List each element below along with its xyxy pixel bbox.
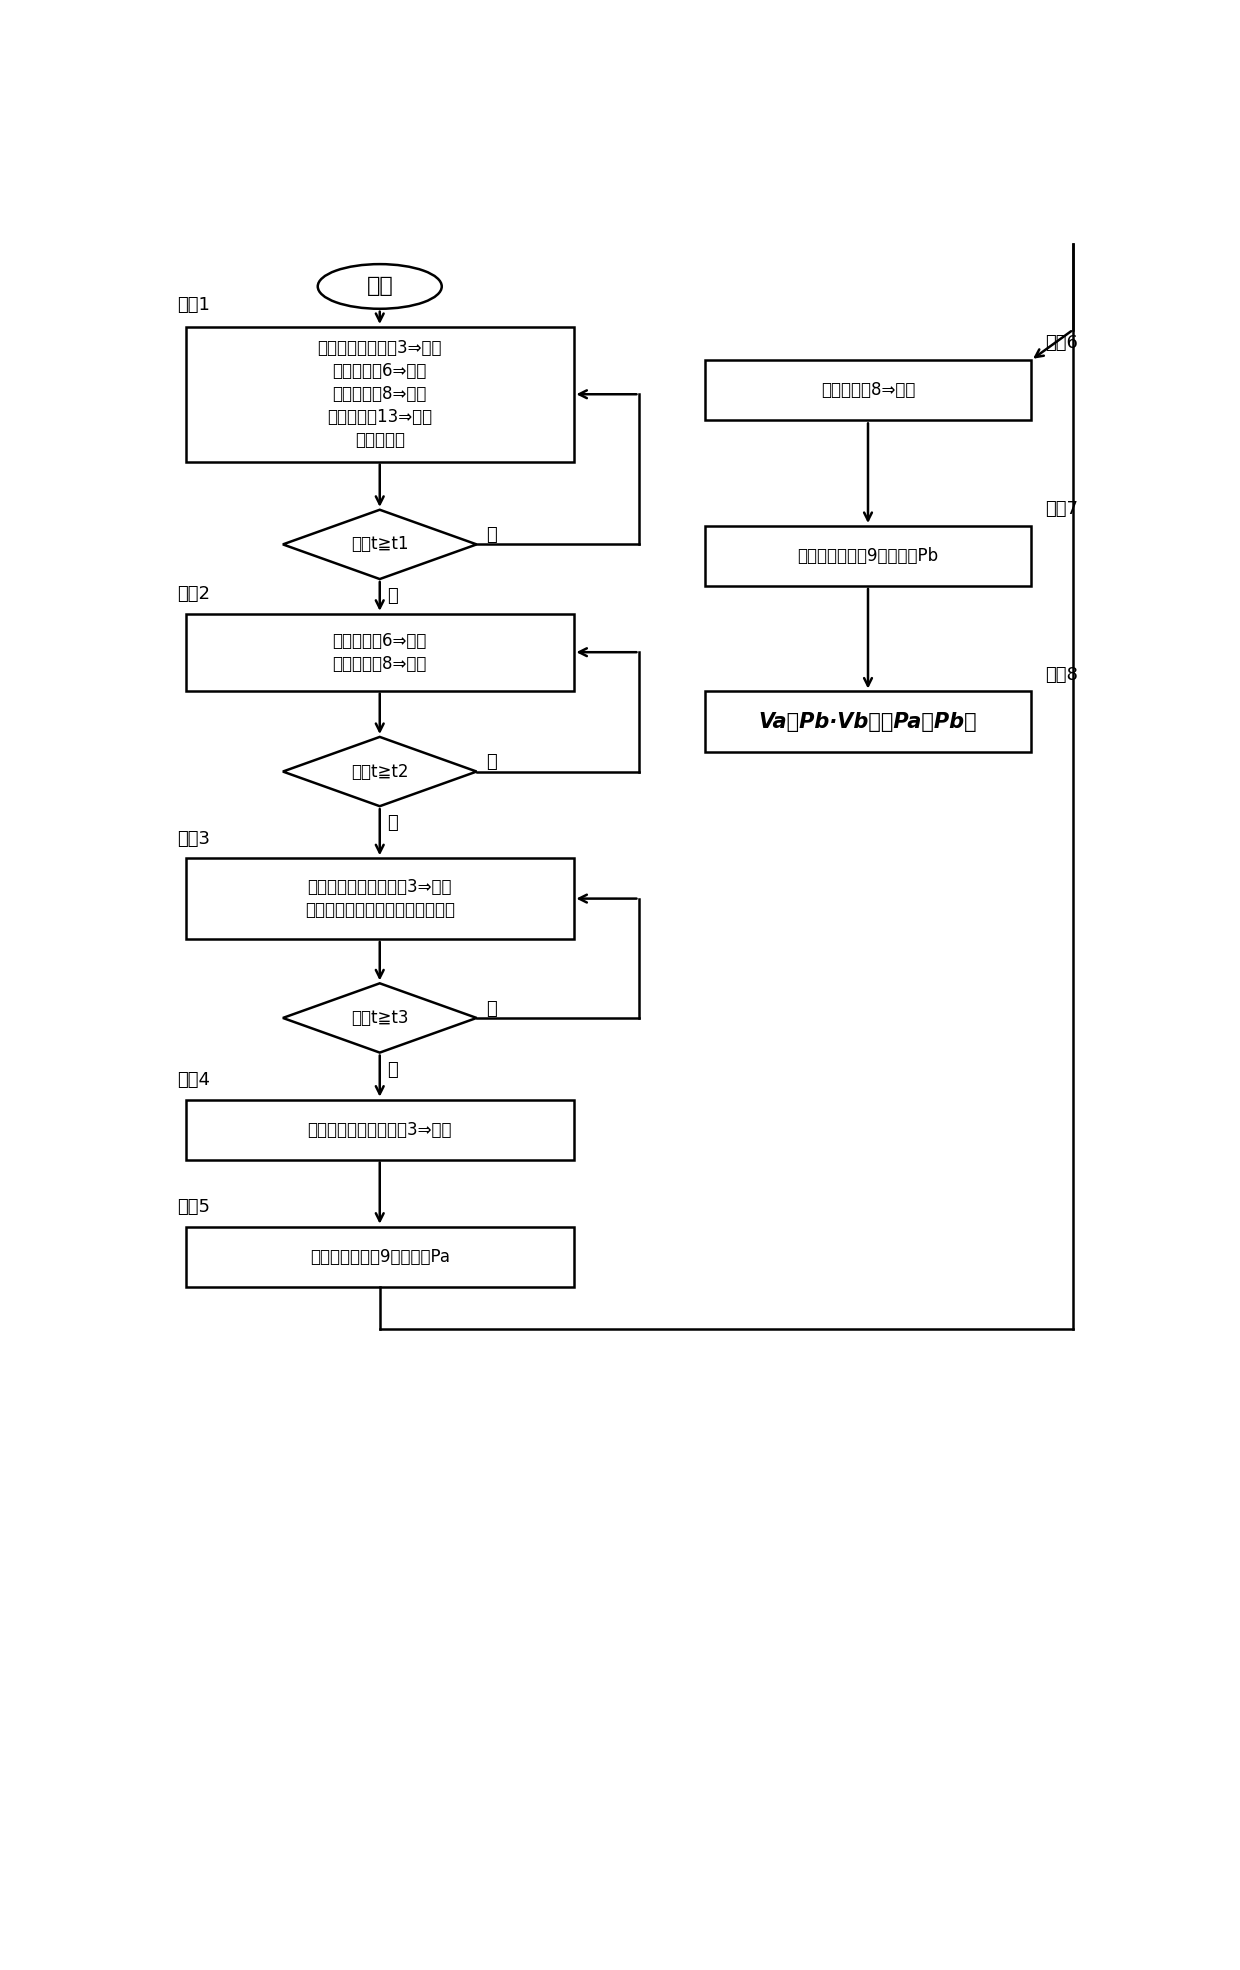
- Text: 是: 是: [387, 1060, 398, 1078]
- Bar: [706, 361, 1030, 420]
- Text: 第四隔断阀13⇒打开: 第四隔断阀13⇒打开: [327, 408, 433, 426]
- Text: 以设定流量从流量控制器流通气体: 以设定流量从流量控制器流通气体: [305, 900, 455, 920]
- Text: 步骤5: 步骤5: [176, 1198, 210, 1215]
- Text: 否: 否: [486, 526, 497, 544]
- Polygon shape: [283, 510, 476, 579]
- Polygon shape: [283, 737, 476, 806]
- Text: 步骤7: 步骤7: [1044, 500, 1078, 518]
- Text: 否: 否: [486, 753, 497, 772]
- Text: 步骤6: 步骤6: [1044, 335, 1078, 353]
- Bar: [706, 526, 1030, 585]
- Text: 步骤8: 步骤8: [1044, 666, 1078, 684]
- Text: 否: 否: [486, 999, 497, 1018]
- Text: 第三隔断阀8⇒关闭: 第三隔断阀8⇒关闭: [332, 654, 427, 672]
- Text: 第二隔断阀6⇒关闭: 第二隔断阀6⇒关闭: [332, 632, 427, 650]
- Text: 通过压力检测器9检测压力Pb: 通过压力检测器9检测压力Pb: [797, 548, 939, 565]
- Text: 步骤2: 步骤2: [176, 585, 210, 603]
- Text: 时间t≧t3: 时间t≧t3: [351, 1009, 408, 1026]
- Text: 所有的第一隔断阀3⇒关闭: 所有的第一隔断阀3⇒关闭: [317, 339, 441, 357]
- Text: 通过压力检测器9检测压力Pa: 通过压力检测器9检测压力Pa: [310, 1247, 450, 1265]
- Text: 步骤1: 步骤1: [176, 296, 210, 315]
- Bar: [186, 1099, 573, 1160]
- Bar: [706, 691, 1030, 751]
- Text: 时间t≧t1: 时间t≧t1: [351, 536, 408, 554]
- Text: Va＝Pb·Vb／（Pa－Pb）: Va＝Pb·Vb／（Pa－Pb）: [759, 711, 977, 731]
- Text: 步骤3: 步骤3: [176, 829, 210, 847]
- Bar: [186, 859, 573, 940]
- Polygon shape: [283, 983, 476, 1052]
- Bar: [186, 1227, 573, 1286]
- Text: 是: 是: [387, 814, 398, 831]
- Text: 是: 是: [387, 587, 398, 605]
- Text: 时间t≧t2: 时间t≧t2: [351, 762, 408, 780]
- Text: 第二隔断阀6⇒打开: 第二隔断阀6⇒打开: [332, 362, 427, 380]
- Text: 上述特定的第一隔断阀3⇒关闭: 上述特定的第一隔断阀3⇒关闭: [308, 1121, 453, 1139]
- Text: 第三隔断阀8⇒打开: 第三隔断阀8⇒打开: [332, 386, 427, 404]
- Text: 启动: 启动: [366, 276, 393, 296]
- Bar: [186, 327, 573, 461]
- Text: 步骤4: 步骤4: [176, 1072, 210, 1089]
- Text: 第三隔断阀8⇒打开: 第三隔断阀8⇒打开: [821, 382, 915, 400]
- Bar: [186, 615, 573, 691]
- Ellipse shape: [317, 264, 441, 309]
- Text: 实施抽真空: 实施抽真空: [355, 431, 404, 449]
- Text: 特定的一个第一隔断阀3⇒打开: 特定的一个第一隔断阀3⇒打开: [308, 879, 453, 896]
